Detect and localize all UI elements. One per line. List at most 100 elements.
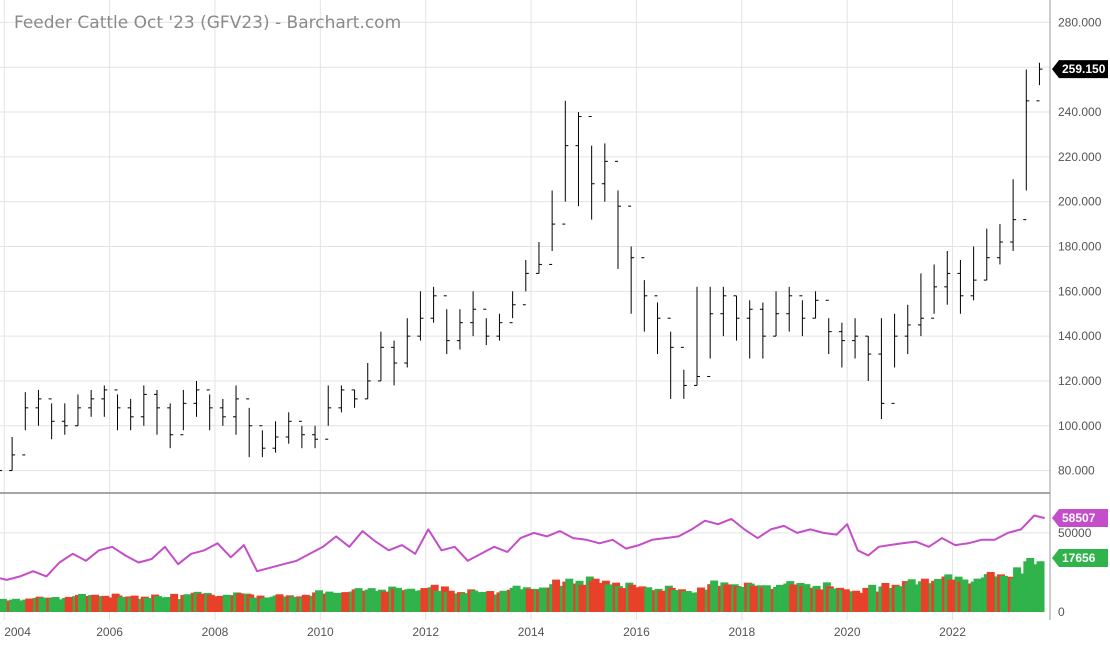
price-bar	[259, 425, 266, 458]
price-bar	[140, 385, 147, 426]
price-bar	[285, 412, 292, 444]
volume-bar	[196, 593, 205, 612]
volume-bar	[328, 592, 337, 612]
volume-bar	[433, 590, 442, 612]
volume-bar	[710, 580, 719, 612]
volume-bar	[156, 597, 165, 612]
price-bar	[61, 403, 68, 435]
last-price-badge-shape	[1052, 60, 1108, 79]
price-bar	[351, 389, 358, 408]
price-bar	[325, 385, 332, 440]
volume-bar	[275, 594, 284, 612]
price-bar	[430, 286, 437, 323]
volume-bars	[0, 558, 1045, 612]
price-bar	[219, 398, 226, 426]
price-bar	[0, 470, 2, 472]
volume-bar	[0, 598, 7, 612]
price-bar	[614, 160, 621, 269]
price-bar	[654, 295, 661, 355]
price-bar	[153, 389, 160, 435]
volume-bar	[367, 588, 376, 612]
y-tick-label: 100.000	[1058, 419, 1102, 433]
price-bar	[996, 224, 1003, 265]
x-tick-label: 2022	[939, 625, 966, 639]
volume-bar	[749, 585, 758, 612]
volume-bar	[51, 597, 60, 612]
volume-bar	[776, 584, 784, 612]
price-bar	[601, 143, 608, 202]
volume-bar	[1013, 567, 1022, 612]
x-tick-label: 2014	[518, 625, 545, 639]
volume-bar	[77, 593, 86, 612]
price-bar	[720, 286, 727, 337]
x-tick-label: 2008	[202, 625, 229, 639]
volume-bar	[973, 578, 982, 612]
volume-bar	[407, 588, 416, 612]
volume-bar	[394, 587, 403, 612]
volume-bar	[538, 587, 547, 612]
volume-bar	[565, 578, 574, 612]
volume-bar	[920, 578, 929, 612]
volume-bar	[657, 590, 666, 612]
volume-bar	[828, 588, 837, 612]
volume-bar	[815, 589, 824, 612]
y-tick-label: 120.000	[1058, 374, 1102, 388]
volume-bar	[802, 584, 811, 612]
price-bar	[786, 286, 793, 332]
price-bar	[88, 389, 95, 417]
volume-bar	[868, 584, 877, 612]
volume-bar	[315, 590, 324, 612]
price-bar	[206, 389, 213, 431]
price-bar	[694, 286, 701, 386]
price-bar	[233, 385, 240, 435]
price-bar	[338, 385, 345, 413]
price-bar	[773, 291, 780, 337]
volume-bar	[907, 579, 916, 612]
volume-bar	[894, 586, 903, 612]
price-bar	[364, 363, 371, 400]
volume-bar	[170, 593, 179, 612]
y-tick-label: 140.000	[1058, 329, 1102, 343]
y-tick-label: 200.000	[1058, 195, 1102, 209]
price-bar	[812, 291, 819, 319]
price-bar	[298, 420, 305, 449]
volume-bar	[499, 590, 508, 612]
volume-bar	[960, 579, 969, 612]
price-bar	[456, 309, 463, 350]
price-bar	[312, 425, 319, 449]
volume-bar	[1036, 561, 1045, 612]
volume-bar	[999, 575, 1008, 612]
open-interest-badge-text: 58507	[1062, 511, 1096, 525]
price-bar	[588, 116, 595, 220]
volume-bar	[446, 590, 455, 612]
price-bar	[483, 308, 490, 346]
price-bar	[127, 398, 134, 431]
volume-bar	[473, 592, 482, 612]
y-tick-label: 80.000	[1058, 464, 1095, 478]
price-bar	[496, 313, 503, 341]
price-bar	[1023, 69, 1030, 221]
volume-bar	[12, 598, 21, 612]
volume-bar	[631, 587, 640, 612]
x-tick-label: 2004	[4, 625, 31, 639]
volume-bar	[855, 592, 864, 612]
price-bar	[799, 295, 806, 337]
open-interest-badge-shape	[1052, 509, 1108, 528]
volume-bar	[789, 584, 798, 612]
price-bar	[522, 259, 529, 306]
price-bar	[733, 295, 740, 341]
open-interest-path	[0, 514, 1045, 581]
price-bar	[180, 389, 187, 436]
volume-bar	[104, 597, 113, 612]
price-bar	[74, 394, 81, 427]
volume-bar	[552, 579, 561, 612]
price-bar	[193, 380, 200, 417]
x-tick-label: 2012	[412, 625, 439, 639]
price-bar	[931, 264, 938, 319]
volume-bar	[604, 584, 613, 612]
volume-bar	[736, 586, 745, 612]
volume-bar	[670, 589, 679, 612]
price-bar	[852, 318, 859, 359]
